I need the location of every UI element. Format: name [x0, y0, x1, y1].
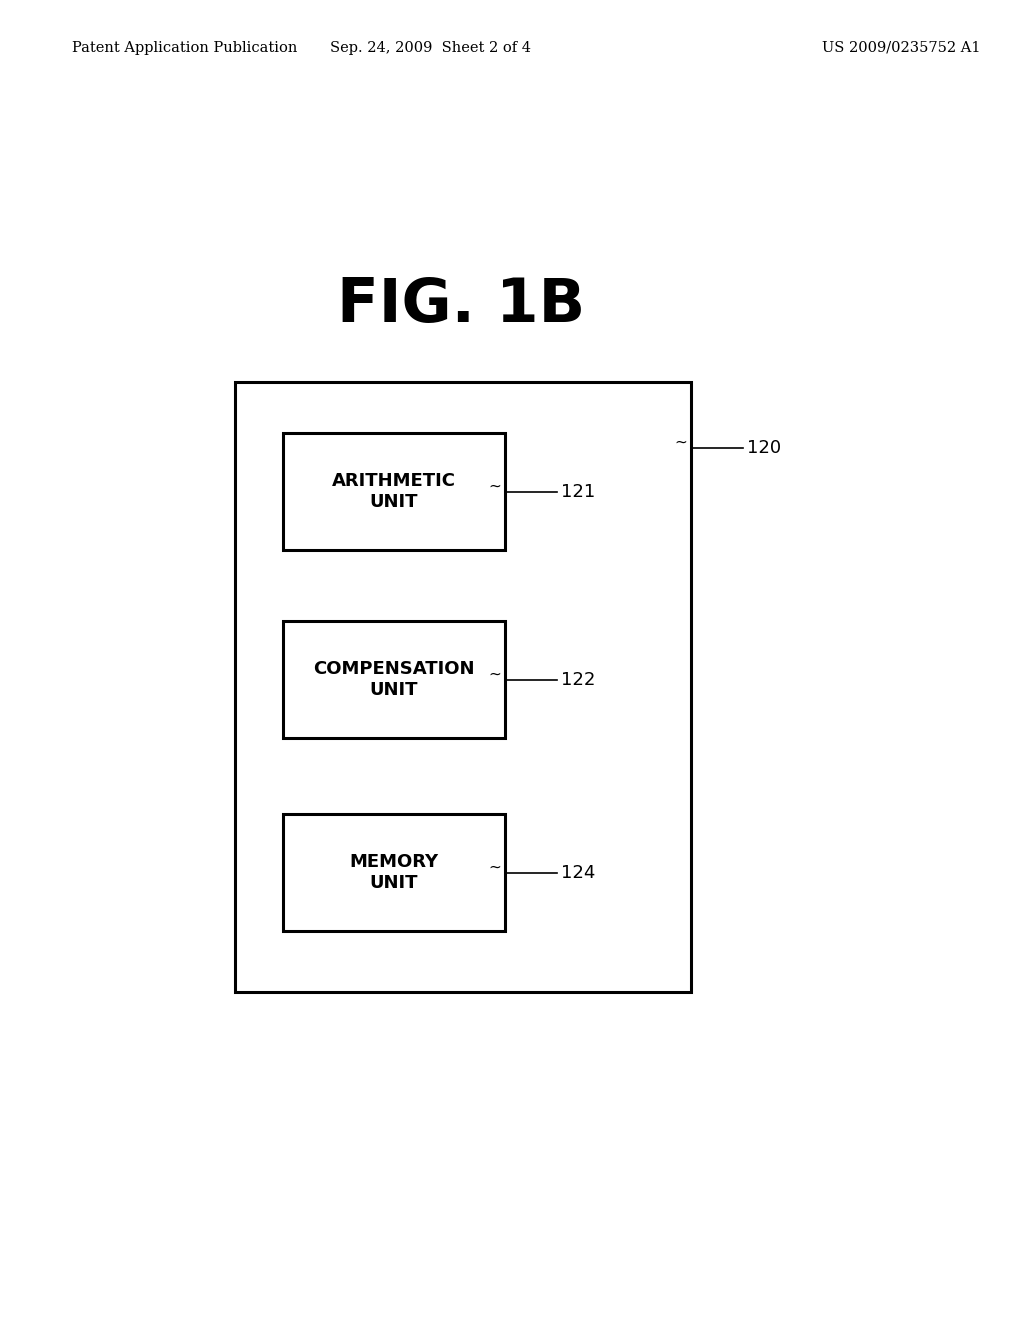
Text: ~: ~ — [488, 478, 501, 494]
Text: Sep. 24, 2009  Sheet 2 of 4: Sep. 24, 2009 Sheet 2 of 4 — [330, 41, 530, 54]
Text: FIG. 1B: FIG. 1B — [337, 276, 586, 335]
Text: 122: 122 — [560, 671, 595, 689]
Bar — [283, 814, 505, 931]
Bar — [236, 381, 691, 991]
Text: MEMORY
UNIT: MEMORY UNIT — [349, 853, 438, 892]
Text: ~: ~ — [488, 667, 501, 681]
Text: Patent Application Publication: Patent Application Publication — [72, 41, 297, 54]
Text: ARITHMETIC
UNIT: ARITHMETIC UNIT — [332, 471, 456, 511]
Text: 121: 121 — [560, 483, 595, 500]
Text: 120: 120 — [748, 440, 781, 457]
Text: 124: 124 — [560, 863, 595, 882]
Bar — [283, 433, 505, 549]
Text: US 2009/0235752 A1: US 2009/0235752 A1 — [822, 41, 980, 54]
Text: ~: ~ — [675, 434, 687, 450]
Bar — [283, 620, 505, 738]
Text: ~: ~ — [488, 859, 501, 874]
Text: COMPENSATION
UNIT: COMPENSATION UNIT — [313, 660, 474, 698]
